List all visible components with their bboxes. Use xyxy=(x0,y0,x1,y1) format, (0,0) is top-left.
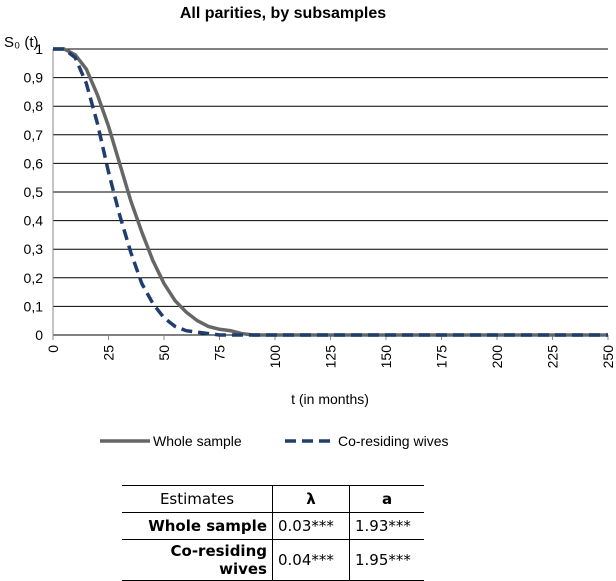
x-tick-label: 250 xyxy=(600,345,616,369)
y-tick-label: 0,8 xyxy=(24,98,44,114)
chart-title: All parities, by subsamples xyxy=(180,5,386,22)
x-tick-label: 150 xyxy=(378,345,394,369)
x-tick-label: 125 xyxy=(323,345,339,369)
x-tick-label: 25 xyxy=(101,345,117,361)
y-tick-label: 0,7 xyxy=(24,127,44,143)
x-tick-label: 0 xyxy=(45,345,61,353)
chart: All parities, by subsamples S₀ (t) t (in… xyxy=(4,5,616,449)
x-tick-label: 75 xyxy=(212,345,228,361)
page: {"chart_data": {"type": "line", "title":… xyxy=(4,5,616,581)
y-axis-label: S₀ (t) xyxy=(4,34,39,51)
row-label: Co-residing wives xyxy=(122,539,273,581)
x-tick-label: 50 xyxy=(156,345,172,361)
legend-label: Co-residing wives xyxy=(338,433,448,449)
y-tick-label: 0,6 xyxy=(24,155,44,171)
row-label: Whole sample xyxy=(122,512,273,540)
table-header: a xyxy=(349,485,424,513)
cell: 0.03*** xyxy=(272,512,350,540)
cell: 1.93*** xyxy=(349,512,424,540)
legend-label: Whole sample xyxy=(153,433,242,449)
x-tick-label: 200 xyxy=(489,345,505,369)
y-tick-label: 0,1 xyxy=(24,298,44,314)
y-tick-label: 0 xyxy=(35,327,43,343)
estimates-table: Estimates λ a Whole sample 0.03*** 1.93*** C… xyxy=(122,485,424,581)
x-axis-label: t (in months) xyxy=(291,391,369,407)
cell: 0.04*** xyxy=(272,539,350,581)
y-tick-label: 1 xyxy=(35,41,43,57)
table-header: Estimates xyxy=(122,485,273,513)
y-tick-label: 0,2 xyxy=(24,270,44,286)
x-tick-label: 175 xyxy=(434,345,450,369)
x-tick-label: 225 xyxy=(545,345,561,369)
x-tick-label: 100 xyxy=(267,345,283,369)
cell: 1.95*** xyxy=(349,539,424,581)
y-tick-label: 0,4 xyxy=(24,213,44,229)
y-tick-label: 0,3 xyxy=(24,241,44,257)
series-line xyxy=(53,47,608,337)
y-tick-label: 0,5 xyxy=(24,184,44,200)
series-line xyxy=(53,47,608,337)
table-header: λ xyxy=(272,485,350,513)
y-tick-label: 0,9 xyxy=(24,70,44,86)
